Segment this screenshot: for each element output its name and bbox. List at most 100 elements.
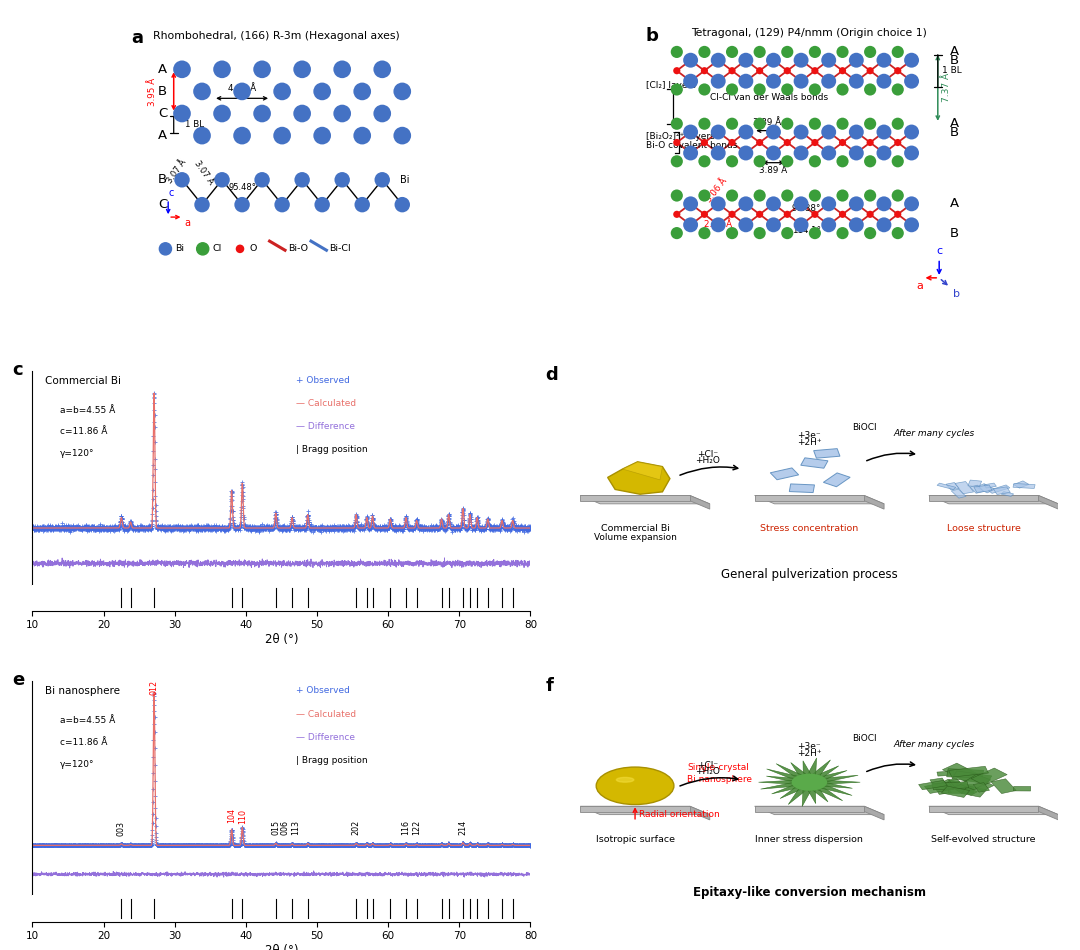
Circle shape — [711, 218, 726, 233]
Circle shape — [849, 145, 864, 161]
Circle shape — [781, 155, 794, 167]
Polygon shape — [971, 768, 1008, 786]
Text: a: a — [185, 218, 190, 228]
Circle shape — [353, 83, 372, 101]
Polygon shape — [770, 468, 799, 480]
Text: B: B — [158, 85, 167, 98]
Circle shape — [866, 211, 874, 218]
Polygon shape — [970, 485, 984, 493]
Circle shape — [173, 104, 191, 123]
Polygon shape — [961, 786, 986, 797]
Polygon shape — [760, 779, 811, 789]
Polygon shape — [767, 769, 812, 785]
Polygon shape — [948, 767, 988, 777]
Polygon shape — [951, 489, 966, 498]
Polygon shape — [947, 769, 984, 778]
Circle shape — [849, 218, 864, 233]
Text: Loose structure: Loose structure — [947, 524, 1021, 533]
Circle shape — [766, 145, 781, 161]
Circle shape — [673, 67, 680, 74]
Polygon shape — [806, 770, 847, 785]
Text: a=b=4.55 Å: a=b=4.55 Å — [59, 716, 116, 725]
Text: 3.95 Å: 3.95 Å — [148, 77, 158, 105]
Circle shape — [273, 126, 291, 144]
Text: a=b=4.55 Å: a=b=4.55 Å — [59, 406, 116, 414]
Text: A: A — [158, 129, 167, 142]
Circle shape — [809, 189, 821, 201]
Circle shape — [821, 145, 836, 161]
Polygon shape — [943, 763, 981, 782]
Polygon shape — [805, 766, 839, 784]
Circle shape — [794, 53, 809, 67]
Circle shape — [728, 67, 735, 74]
Circle shape — [353, 126, 372, 144]
Polygon shape — [942, 786, 970, 797]
Polygon shape — [780, 780, 814, 799]
Circle shape — [671, 46, 683, 58]
Polygon shape — [791, 763, 814, 784]
Circle shape — [864, 155, 876, 167]
Polygon shape — [1039, 496, 1058, 509]
Circle shape — [754, 118, 766, 130]
Polygon shape — [988, 484, 1010, 493]
Text: 90.88°: 90.88° — [792, 204, 821, 213]
Text: BiOCl: BiOCl — [852, 733, 876, 743]
Circle shape — [739, 218, 754, 233]
Text: [Cl₂] layers: [Cl₂] layers — [647, 81, 697, 90]
Circle shape — [894, 139, 902, 146]
Text: C: C — [158, 199, 167, 211]
Circle shape — [892, 227, 904, 239]
Ellipse shape — [617, 777, 634, 782]
Circle shape — [864, 46, 876, 58]
Polygon shape — [802, 782, 815, 807]
Circle shape — [739, 53, 754, 67]
Text: Stress concentration: Stress concentration — [760, 524, 859, 533]
X-axis label: 2θ (°): 2θ (°) — [265, 944, 298, 950]
Circle shape — [866, 139, 874, 146]
Circle shape — [794, 74, 809, 88]
Circle shape — [739, 124, 754, 140]
Circle shape — [756, 211, 764, 218]
Text: Bi-Cl: Bi-Cl — [329, 244, 351, 254]
Polygon shape — [929, 496, 1039, 501]
Polygon shape — [951, 771, 991, 784]
Circle shape — [781, 227, 794, 239]
Text: Volume expansion: Volume expansion — [594, 533, 676, 542]
Polygon shape — [944, 780, 960, 789]
Circle shape — [375, 172, 390, 187]
Text: Self-evolved structure: Self-evolved structure — [931, 835, 1036, 844]
Circle shape — [699, 189, 711, 201]
Polygon shape — [813, 448, 840, 458]
Circle shape — [877, 74, 891, 88]
Text: B: B — [950, 54, 959, 66]
Circle shape — [754, 84, 766, 96]
Polygon shape — [622, 462, 662, 480]
Circle shape — [174, 172, 190, 187]
Circle shape — [877, 124, 891, 140]
Circle shape — [781, 84, 794, 96]
Text: Cl-Cl van der Waals bonds: Cl-Cl van der Waals bonds — [710, 93, 828, 103]
Text: B: B — [950, 227, 959, 239]
Circle shape — [711, 53, 726, 67]
Polygon shape — [942, 779, 977, 795]
Polygon shape — [991, 779, 1016, 793]
Polygon shape — [804, 760, 831, 784]
Circle shape — [836, 155, 849, 167]
Text: γ=120°: γ=120° — [59, 760, 94, 769]
Circle shape — [173, 61, 191, 78]
Circle shape — [811, 139, 819, 146]
Text: BiOCl: BiOCl — [852, 423, 876, 432]
Circle shape — [726, 155, 738, 167]
Text: 1 BL: 1 BL — [942, 66, 961, 75]
Polygon shape — [777, 764, 814, 784]
Text: | Bragg position: | Bragg position — [296, 446, 368, 454]
Circle shape — [233, 83, 251, 101]
Text: a: a — [131, 29, 143, 48]
Circle shape — [754, 155, 766, 167]
Circle shape — [836, 227, 849, 239]
Polygon shape — [929, 807, 1058, 815]
Polygon shape — [789, 484, 814, 492]
Text: +3e⁻: +3e⁻ — [797, 742, 821, 751]
Text: +2H⁺: +2H⁺ — [797, 750, 822, 758]
Text: Bi nanosphere: Bi nanosphere — [45, 686, 120, 696]
